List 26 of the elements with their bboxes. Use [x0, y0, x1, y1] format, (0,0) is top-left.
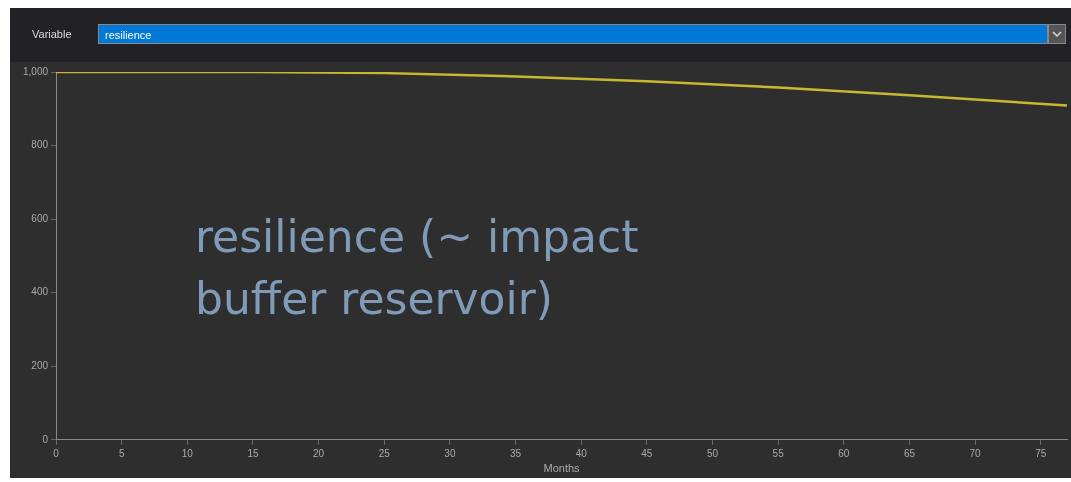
x-tick-label: 50 — [706, 447, 719, 459]
x-tick-label: 15 — [247, 447, 259, 459]
text: resilience — [98, 24, 1048, 44]
x-tick-label: 25 — [378, 447, 391, 459]
y-tick-label: 0 — [42, 433, 49, 445]
x-tick-label: 70 — [969, 447, 982, 459]
x-tick-label: 55 — [772, 447, 785, 459]
x-tick-label: 10 — [181, 447, 194, 459]
text: Variable — [32, 28, 72, 40]
x-tick-label: 75 — [1035, 447, 1047, 459]
x-tick-label: 45 — [641, 447, 653, 459]
x-axis-title: Months — [543, 462, 581, 475]
x-tick-label: 30 — [444, 447, 456, 459]
annotation: resilience (~ impact buffer reservoir) — [195, 211, 639, 324]
y-tick-label: 200 — [31, 359, 49, 371]
x-tick-label: 20 — [313, 447, 325, 459]
x-tick-label: 35 — [510, 447, 522, 459]
x-tick-label: 40 — [575, 447, 588, 459]
y-tick-label: 1,000 — [22, 65, 49, 77]
x-tick-label: 0 — [53, 447, 60, 459]
y-tick-label: 400 — [31, 286, 49, 298]
y-tick-label: 800 — [31, 139, 49, 151]
y-tick-label: 600 — [31, 212, 49, 224]
x-tick-label: 65 — [903, 447, 916, 459]
x-tick-label: 60 — [838, 447, 850, 459]
x-tick-label: 5 — [118, 447, 125, 459]
